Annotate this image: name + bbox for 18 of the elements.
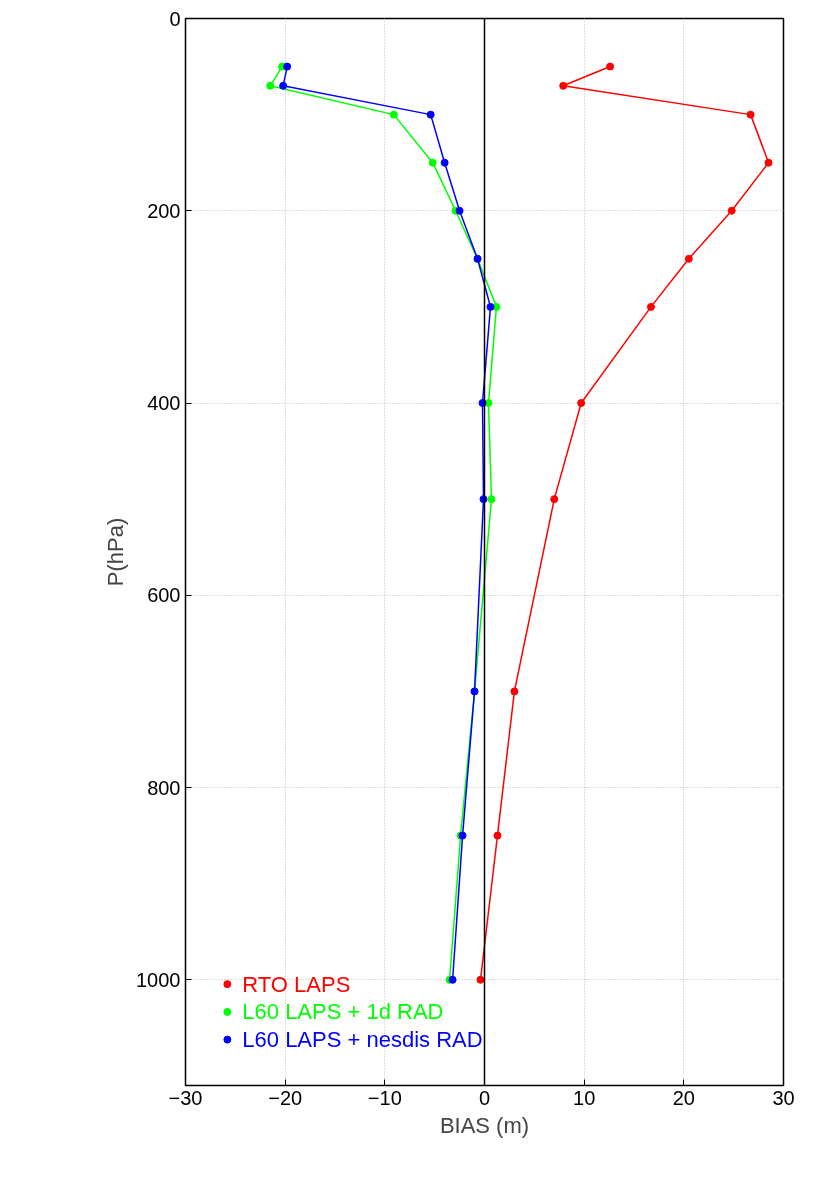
legend-label: L60 LAPS + 1d RAD <box>242 999 444 1025</box>
x-tick-label: 0 <box>478 1086 491 1109</box>
y-tick-label: 1000 <box>136 968 181 991</box>
x-tick-label: 10 <box>573 1086 596 1109</box>
legend-label: RTO LAPS <box>242 971 351 997</box>
x-tick-label: −30 <box>168 1086 203 1109</box>
x-tick-label: −20 <box>268 1086 303 1109</box>
legend-label: L60 LAPS + nesdis RAD <box>242 1027 483 1053</box>
x-axis-title: BIAS (m) <box>439 1112 530 1138</box>
x-tick-label: 30 <box>772 1086 795 1109</box>
y-tick-label: 0 <box>169 7 181 30</box>
y-tick-label: 800 <box>147 776 181 799</box>
y-tick-label: 400 <box>147 392 181 414</box>
y-axis-title: P(hPa) <box>103 517 129 587</box>
x-tick-label: 20 <box>672 1086 695 1109</box>
y-tick-label: 600 <box>147 584 181 607</box>
y-tick-label: 200 <box>147 199 181 222</box>
x-tick-label: −10 <box>367 1086 402 1109</box>
